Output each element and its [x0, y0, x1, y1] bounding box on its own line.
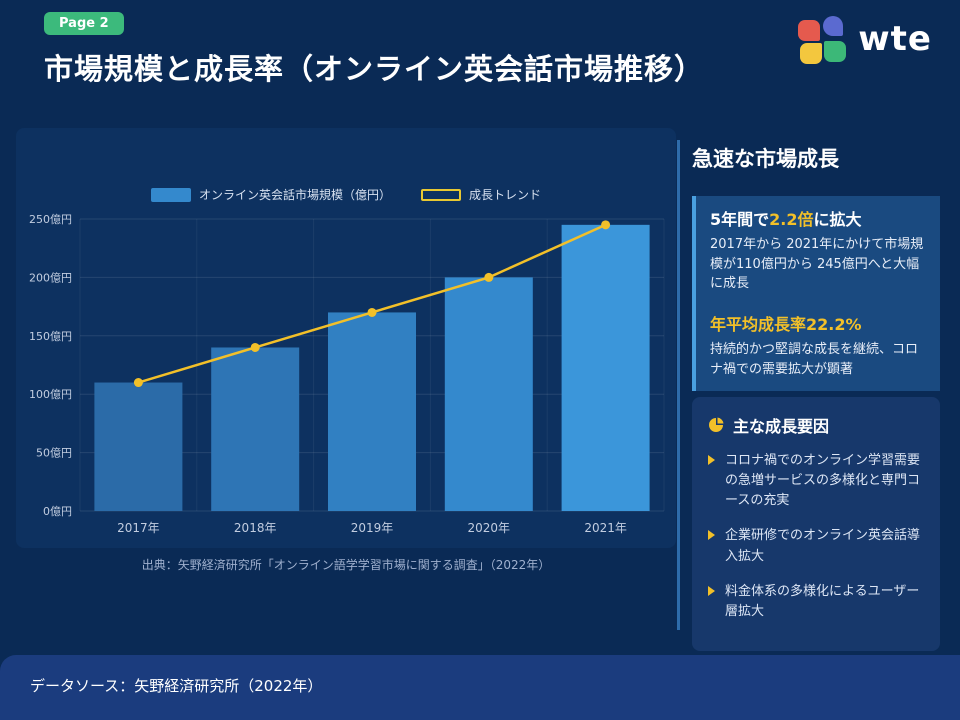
bar-2017年	[94, 382, 183, 511]
triangle-bullet-icon	[708, 530, 715, 541]
footer-data-source: データソース：矢野経済研究所（2022年）	[30, 677, 323, 695]
chart-legend: オンライン英会話市場規模（億円） 成長トレンド	[16, 186, 676, 203]
growth-factor-item: コロナ禍でのオンライン学習需要の急増サービスの多様化と専門コースの充実	[708, 451, 926, 511]
growth-factors-heading-text: 主な成長要因	[733, 417, 830, 436]
bar-2019年	[328, 312, 416, 511]
growth-factor-text: コロナ禍でのオンライン学習需要の急増サービスの多様化と専門コースの充実	[725, 453, 921, 509]
stat-card-cagr-body: 持続的かつ堅調な成長を継続、コロナ禍での需要拡大が顕著	[710, 342, 919, 377]
logo-text: wte	[858, 19, 932, 59]
growth-factors-heading: 主な成長要因	[708, 413, 926, 437]
x-axis-tick-label: 2019年	[351, 521, 394, 535]
sidebar-heading: 急速な市場成長	[692, 147, 839, 171]
y-axis-tick-label: 250億円	[29, 213, 72, 226]
stat-card-growth-body: 2017年から 2021年にかけて市場規模が110億円から 245億円へと大幅に…	[710, 237, 924, 291]
stat-card-growth-title: 5年間で2.2倍に拡大	[710, 206, 928, 230]
stat-card-growth: 5年間で2.2倍に拡大 2017年から 2021年にかけて市場規模が110億円か…	[692, 196, 940, 306]
trend-point-2021年	[601, 220, 611, 230]
market-chart-panel: オンライン英会話市場規模（億円） 成長トレンド 0億円 50億円 100億円 150億…	[16, 128, 676, 548]
logo-bubble-green	[824, 41, 847, 62]
legend-line-swatch-icon	[421, 188, 461, 201]
pie-chart-icon	[709, 417, 724, 432]
growth-factor-text: 料金体系の多様化によるユーザー層拡大	[725, 583, 920, 619]
growth-factors-list: コロナ禍でのオンライン学習需要の急増サービスの多様化と専門コースの充実 企業研修…	[708, 451, 926, 622]
bar-2020年	[444, 277, 533, 511]
growth-factors-card: 主な成長要因 コロナ禍でのオンライン学習需要の急増サービスの多様化と専門コースの…	[692, 397, 940, 651]
legend-item-line: 成長トレンド	[421, 186, 541, 203]
stat-title-highlight: 2.2倍	[769, 210, 814, 229]
legend-item-bar: オンライン英会話市場規模（億円）	[150, 186, 391, 203]
x-axis-tick-label: 2018年	[234, 521, 277, 535]
stat-title-suffix: に拡大	[813, 210, 862, 229]
growth-factor-text: 企業研修でのオンライン英会話導入拡大	[725, 528, 921, 564]
x-axis-tick-label: 2021年	[584, 521, 627, 535]
logo-bubble-red	[798, 20, 821, 41]
triangle-bullet-icon	[708, 585, 715, 596]
logo-speech-bubbles-icon	[798, 16, 847, 64]
stat-card-cagr: 年平均成長率22.2% 持続的かつ堅調な成長を継続、コロナ禍での需要拡大が顕著	[692, 301, 940, 391]
trend-point-2018年	[250, 342, 260, 352]
triangle-bullet-icon	[708, 455, 715, 465]
y-axis-tick-label: 50億円	[36, 447, 72, 460]
bar-2021年	[561, 224, 650, 511]
legend-bar-swatch-icon	[150, 187, 191, 202]
chart-source-note: 出典：矢野経済研究所「オンライン語学学習市場に関する調査」（2022年）	[141, 558, 551, 572]
bar-line-chart: 0億円 50億円 100億円 150億円 200億円 250億円 2017年 2018年 201…	[29, 213, 665, 535]
footer-bar: データソース：矢野経済研究所（2022年）	[0, 655, 960, 720]
page-title: 市場規模と成長率（オンライン英会話市場推移）	[44, 52, 705, 86]
trend-point-2019年	[367, 307, 377, 317]
logo-bubble-purple	[823, 16, 844, 36]
stat-card-cagr-title: 年平均成長率22.2%	[710, 315, 862, 334]
growth-factor-item: 企業研修でのオンライン英会話導入拡大	[708, 526, 926, 566]
logo: wte	[798, 16, 932, 64]
y-axis-tick-label: 150億円	[29, 330, 72, 343]
y-axis-tick-label: 100億円	[29, 388, 72, 401]
vertical-divider	[677, 140, 680, 630]
bar-2018年	[211, 347, 300, 511]
growth-factor-item: 料金体系の多様化によるユーザー層拡大	[708, 582, 926, 622]
logo-bubble-yellow	[800, 43, 823, 64]
y-axis-tick-label: 200億円	[29, 271, 72, 284]
x-axis-tick-label: 2020年	[468, 521, 511, 535]
stat-title-prefix: 5年間で	[710, 210, 770, 229]
trend-point-2020年	[484, 272, 494, 282]
legend-bar-label: オンライン英会話市場規模（億円）	[198, 188, 391, 202]
legend-line-label: 成長トレンド	[469, 188, 542, 202]
y-axis-tick-label: 0億円	[43, 505, 72, 518]
x-axis-tick-label: 2017年	[117, 521, 160, 535]
page-number-badge: Page 2	[44, 12, 124, 35]
trend-point-2017年	[133, 378, 143, 388]
